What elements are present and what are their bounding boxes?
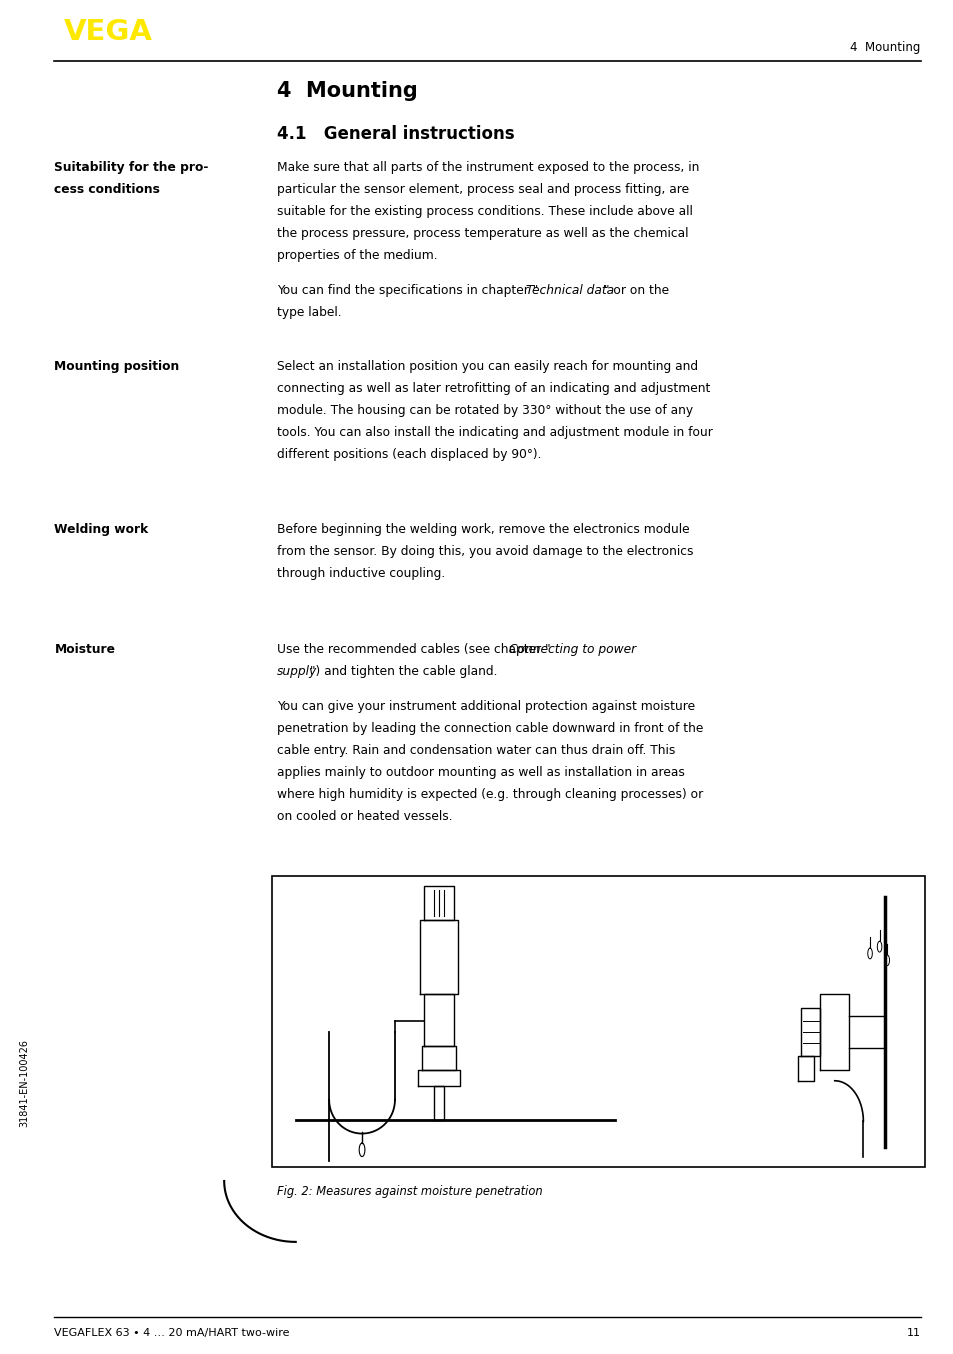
Text: 31841-EN-100426: 31841-EN-100426 xyxy=(19,1040,29,1127)
Text: Moisture: Moisture xyxy=(54,643,115,655)
Text: Select an installation position you can easily reach for mounting and: Select an installation position you can … xyxy=(276,360,697,372)
Text: Mounting position: Mounting position xyxy=(54,360,179,372)
Text: from the sensor. By doing this, you avoid damage to the electronics: from the sensor. By doing this, you avoi… xyxy=(276,546,693,558)
Text: 4.1   General instructions: 4.1 General instructions xyxy=(276,125,514,142)
Text: You can give your instrument additional protection against moisture: You can give your instrument additional … xyxy=(276,700,694,714)
Text: 11: 11 xyxy=(905,1328,920,1338)
Text: Connecting to power: Connecting to power xyxy=(509,643,636,655)
Text: different positions (each displaced by 90°).: different positions (each displaced by 9… xyxy=(276,448,540,460)
Text: on cooled or heated vessels.: on cooled or heated vessels. xyxy=(276,810,452,823)
Text: VEGA: VEGA xyxy=(64,18,152,46)
Text: the process pressure, process temperature as well as the chemical: the process pressure, process temperatur… xyxy=(276,227,687,240)
Text: module. The housing can be rotated by 330° without the use of any: module. The housing can be rotated by 33… xyxy=(276,403,692,417)
Bar xyxy=(272,876,924,1167)
Text: penetration by leading the connection cable downward in front of the: penetration by leading the connection ca… xyxy=(276,722,702,735)
Text: " or on the: " or on the xyxy=(603,284,668,298)
Text: 4  Mounting: 4 Mounting xyxy=(849,41,920,54)
Text: properties of the medium.: properties of the medium. xyxy=(276,249,436,261)
Text: Welding work: Welding work xyxy=(54,523,149,536)
Text: supply: supply xyxy=(276,665,316,677)
Text: where high humidity is expected (e.g. through cleaning processes) or: where high humidity is expected (e.g. th… xyxy=(276,788,702,800)
Text: applies mainly to outdoor mounting as well as installation in areas: applies mainly to outdoor mounting as we… xyxy=(276,766,684,779)
Text: VEGAFLEX 63 • 4 … 20 mA/HART two-wire: VEGAFLEX 63 • 4 … 20 mA/HART two-wire xyxy=(54,1328,290,1338)
Text: Suitability for the pro-: Suitability for the pro- xyxy=(54,161,209,175)
Text: tools. You can also install the indicating and adjustment module in four: tools. You can also install the indicati… xyxy=(276,425,712,439)
Text: Technical data: Technical data xyxy=(526,284,614,298)
Text: 4  Mounting: 4 Mounting xyxy=(276,81,417,102)
Text: Use the recommended cables (see chapter ": Use the recommended cables (see chapter … xyxy=(276,643,550,655)
Text: type label.: type label. xyxy=(276,306,341,320)
Text: particular the sensor element, process seal and process fitting, are: particular the sensor element, process s… xyxy=(276,183,688,196)
Text: through inductive coupling.: through inductive coupling. xyxy=(276,567,444,580)
Text: Before beginning the welding work, remove the electronics module: Before beginning the welding work, remov… xyxy=(276,523,689,536)
Text: cess conditions: cess conditions xyxy=(54,183,160,196)
Text: suitable for the existing process conditions. These include above all: suitable for the existing process condit… xyxy=(276,204,692,218)
Text: You can find the specifications in chapter ": You can find the specifications in chapt… xyxy=(276,284,537,298)
Text: Make sure that all parts of the instrument exposed to the process, in: Make sure that all parts of the instrume… xyxy=(276,161,699,175)
Text: connecting as well as later retrofitting of an indicating and adjustment: connecting as well as later retrofitting… xyxy=(276,382,709,395)
Text: ") and tighten the cable gland.: ") and tighten the cable gland. xyxy=(310,665,497,677)
Text: cable entry. Rain and condensation water can thus drain off. This: cable entry. Rain and condensation water… xyxy=(276,743,675,757)
Text: Fig. 2: Measures against moisture penetration: Fig. 2: Measures against moisture penetr… xyxy=(276,1185,541,1198)
